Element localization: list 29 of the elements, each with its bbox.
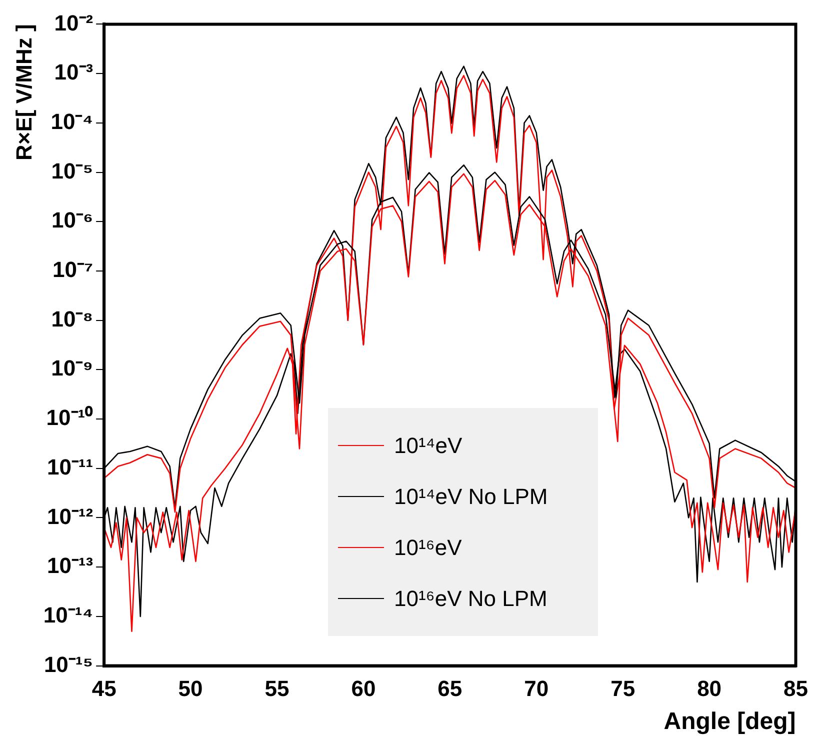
x-tick-label: 45 [92, 676, 116, 702]
legend-label: 10¹⁴eV [394, 432, 462, 458]
x-tick-label: 55 [264, 676, 290, 702]
y-tick-label: 10⁻⁵ [51, 158, 94, 184]
y-tick-label: 10⁻³ [54, 60, 94, 85]
y-tick-label: 10⁻¹⁴ [43, 602, 94, 628]
y-tick-label: 10⁻¹¹ [46, 454, 94, 480]
y-tick-label: 10⁻⁸ [51, 306, 94, 332]
legend-label: 10¹⁶eV No LPM [394, 586, 548, 612]
x-tick-label: 70 [524, 676, 549, 702]
y-tick-label: 10⁻⁷ [52, 257, 94, 282]
legend-label: 10¹⁶eV [394, 534, 462, 560]
x-tick-label: 85 [784, 676, 808, 702]
y-tick-label: 10⁻¹² [46, 504, 94, 529]
x-tick-label: 50 [178, 676, 203, 702]
x-tick-label: 75 [610, 676, 636, 702]
y-tick-label: 10⁻¹³ [46, 553, 94, 578]
y-tick-label: 10⁻⁹ [51, 356, 94, 381]
y-tick-label: 10⁻¹⁰ [46, 405, 94, 430]
y-tick-label: 10⁻¹⁵ [44, 652, 94, 677]
x-axis-title: Angle [deg] [664, 708, 796, 736]
legend-label: 10¹⁴eV No LPM [394, 484, 548, 510]
x-tick-label: 65 [438, 676, 462, 702]
y-tick-label: 10⁻² [54, 10, 94, 36]
y-axis-title: R×E[ V/MHz ] [11, 24, 36, 160]
y-tick-label: 10⁻⁶ [51, 208, 94, 233]
x-tick-label: 80 [697, 676, 722, 702]
x-tick-label: 60 [351, 676, 376, 702]
y-tick-label: 10⁻⁴ [50, 108, 94, 134]
